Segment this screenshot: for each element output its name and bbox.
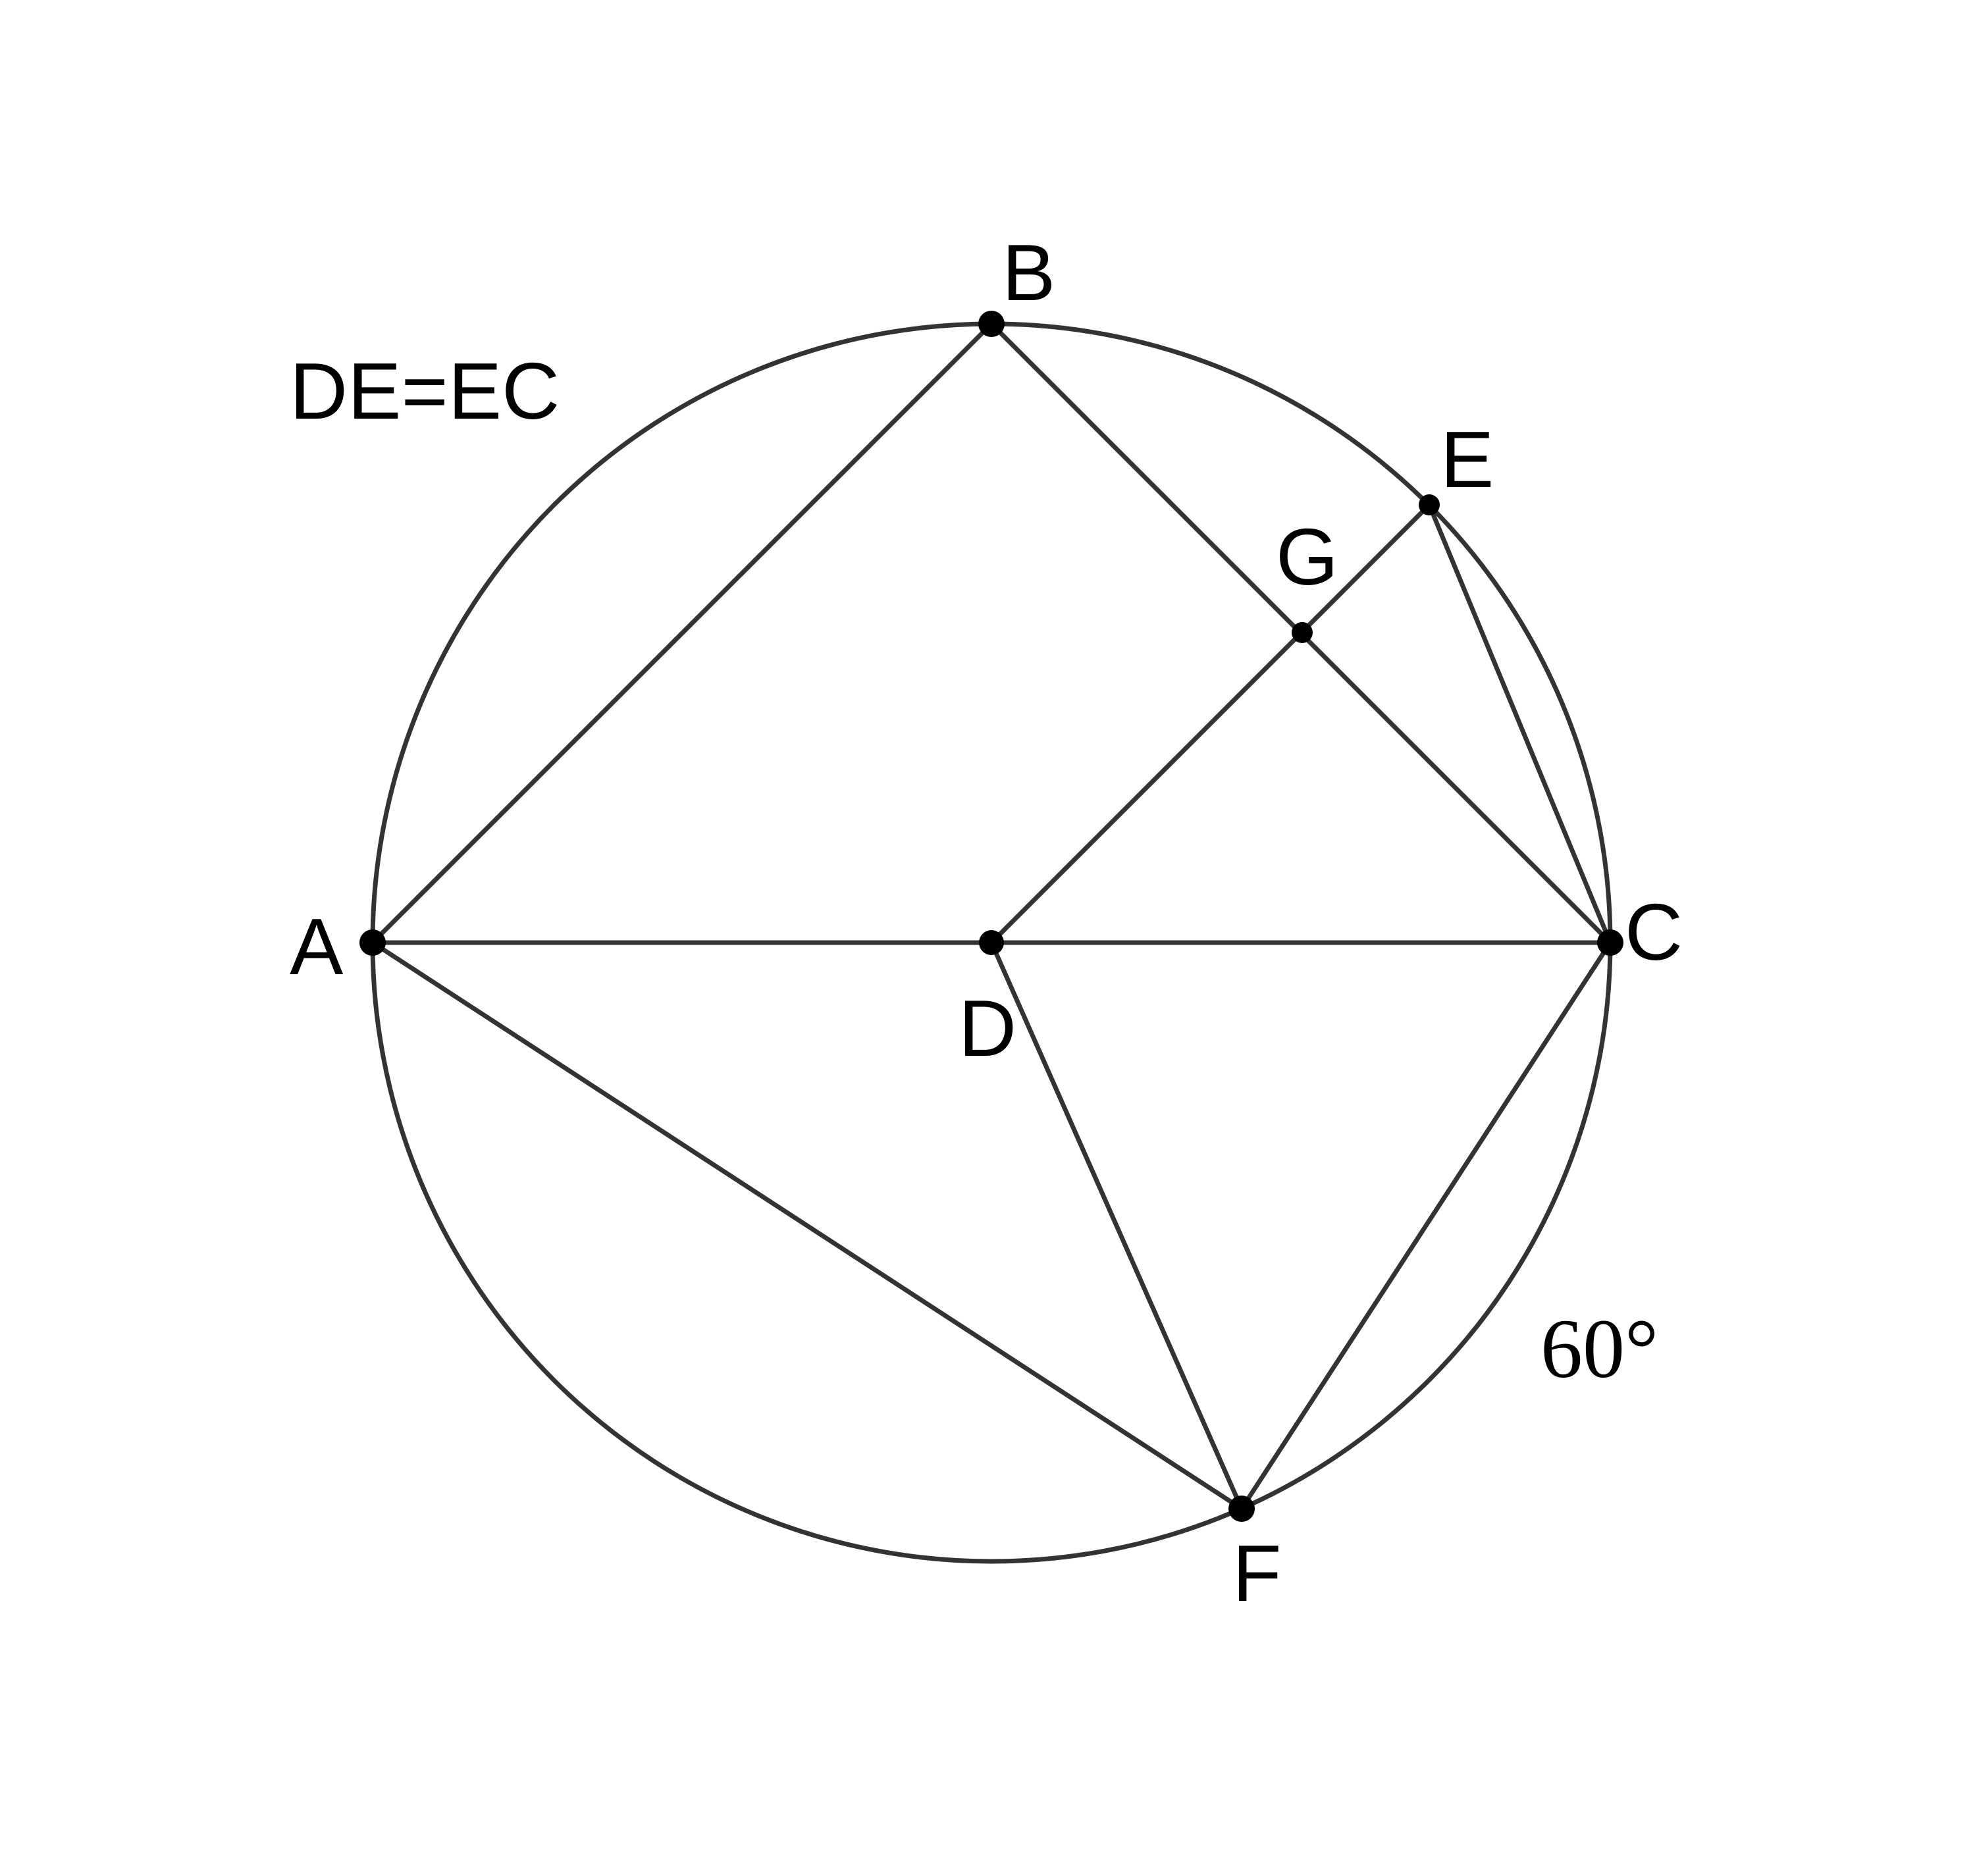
angle-label: 60° <box>1540 1302 1658 1395</box>
label-g: G <box>1276 512 1338 602</box>
point-c <box>1597 929 1623 956</box>
label-f: F <box>1232 1528 1282 1618</box>
label-c: C <box>1625 887 1683 977</box>
point-b <box>978 311 1005 337</box>
segment-de <box>991 505 1429 943</box>
point-g <box>1292 622 1313 643</box>
point-d <box>979 930 1004 955</box>
point-f <box>1228 1496 1255 1522</box>
label-b: B <box>1002 228 1055 317</box>
given-note: DE=EC <box>290 346 560 436</box>
label-a: A <box>290 902 344 991</box>
point-a <box>359 929 386 956</box>
point-e <box>1419 494 1440 515</box>
segment-af <box>373 943 1242 1509</box>
label-d: D <box>959 983 1016 1073</box>
label-e: E <box>1440 415 1494 504</box>
segment-cf <box>1242 943 1610 1509</box>
segment-df <box>991 943 1242 1509</box>
segment-ec <box>1429 505 1610 943</box>
